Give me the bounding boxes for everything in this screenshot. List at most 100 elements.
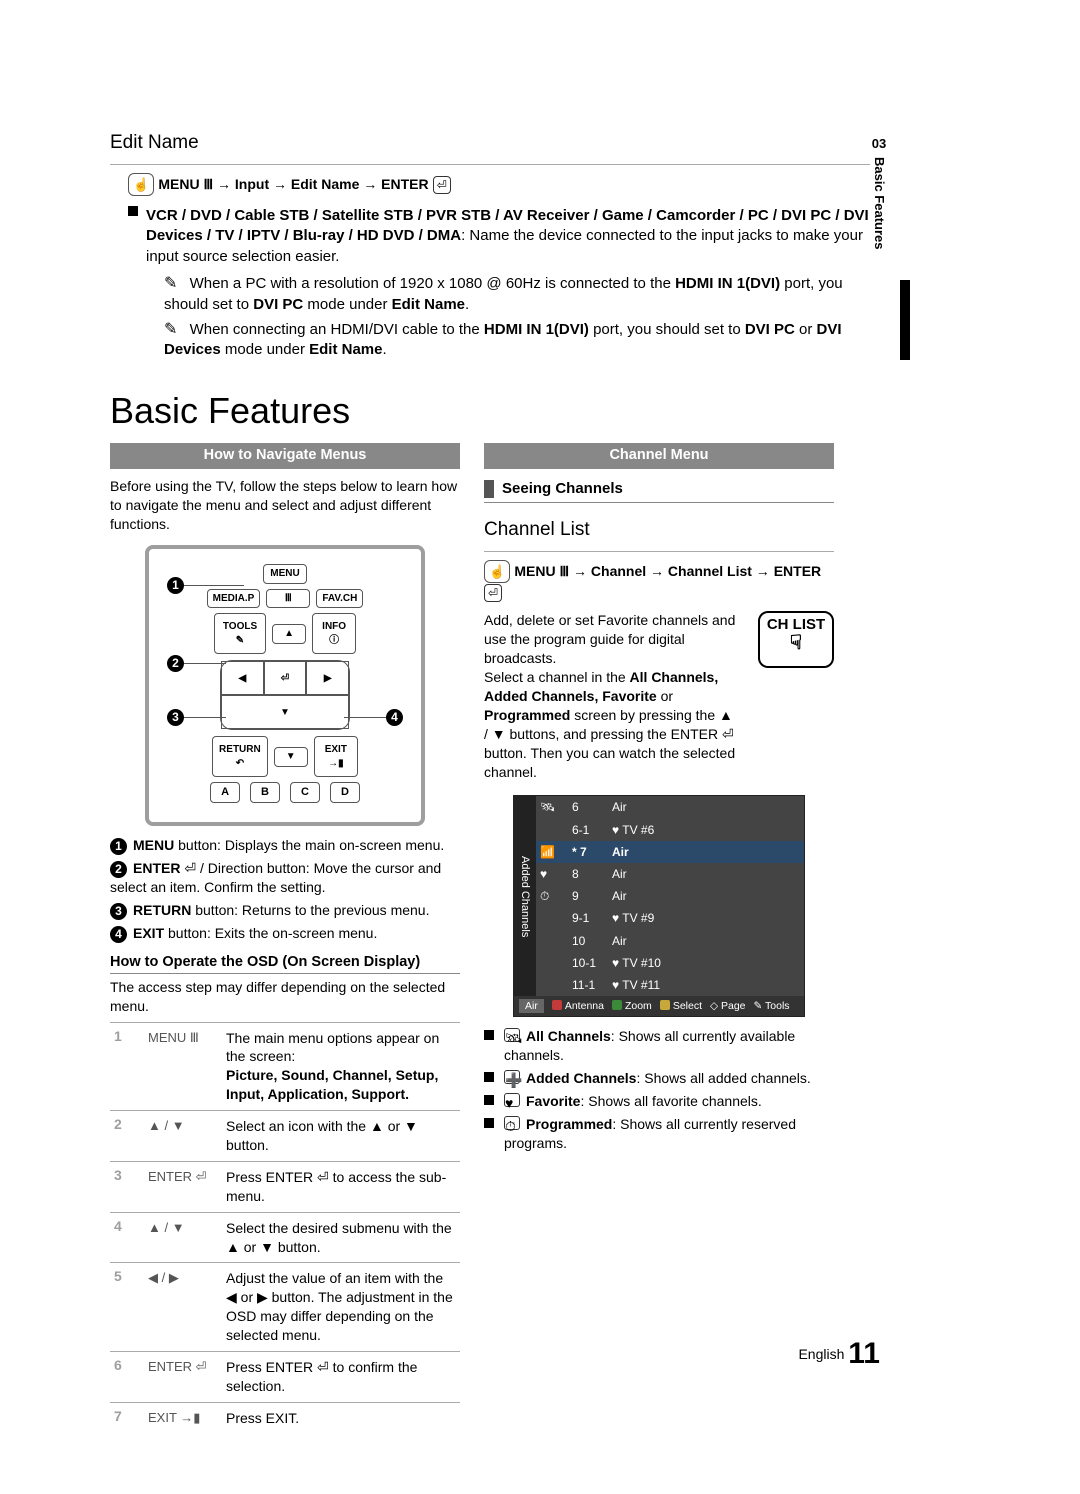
callouts-list: 1MENU button: Displays the main on-scree… <box>110 836 460 943</box>
panel-cell: 🛰 <box>536 796 568 818</box>
callout-3: 3 <box>167 709 184 726</box>
panel-cell: 8 <box>568 863 608 885</box>
chlist-badge: CH LIST ☟ <box>758 611 834 667</box>
step-number: 5 <box>110 1263 144 1352</box>
basic-features-title: Basic Features <box>110 387 870 436</box>
step-row: 3 ENTER ⏎ Press ENTER ⏎ to access the su… <box>110 1161 460 1212</box>
callout-item: 2ENTER ⏎ / Direction button: Move the cu… <box>110 859 460 897</box>
channel-menu-band: Channel Menu <box>484 443 834 469</box>
panel-cell: Air <box>608 841 804 863</box>
remote-btn-info: INFOⓘ <box>312 613 356 654</box>
step-desc: Press ENTER ⏎ to access the sub-menu. <box>222 1161 460 1212</box>
nav-menus-band: How to Navigate Menus <box>110 443 460 469</box>
edit-name-bullet: VCR / DVD / Cable STB / Satellite STB / … <box>128 206 870 360</box>
remote-btn-media: MEDIA.P <box>207 589 261 609</box>
osd-icon: ☝ <box>128 173 154 197</box>
step-number: 1 <box>110 1022 144 1111</box>
edit-name-path-row: ☝ MENU Ⅲ → Input → Edit Name → ENTER ⏎ <box>128 173 870 197</box>
channel-list-title: Channel List <box>484 517 834 543</box>
callout-item: 1MENU button: Displays the main on-scree… <box>110 836 460 855</box>
panel-cell: ♥ TV #11 <box>608 974 804 996</box>
ch-intro-1: Add, delete or set Favorite channels and… <box>484 611 739 668</box>
num-circle: 4 <box>110 926 127 943</box>
side-tab: 03 Basic Features <box>868 135 890 254</box>
callout-item: 3RETURN button: Returns to the previous … <box>110 901 460 920</box>
remote-color-buttons: A B C D <box>161 782 409 803</box>
edit-name-title: Edit Name <box>110 130 870 156</box>
swatch-c <box>660 1000 670 1010</box>
list-icon: ➕ <box>504 1070 520 1084</box>
step-row: 5 ◀ / ▶ Adjust the value of an item with… <box>110 1263 460 1352</box>
panel-cell: 9 <box>568 885 608 907</box>
panel-side-label: Added Channels <box>514 796 536 996</box>
step-desc: Select the desired submenu with the ▲ or… <box>222 1212 460 1263</box>
step-desc: Press EXIT. <box>222 1402 460 1433</box>
step-desc: The main menu options appear on the scre… <box>222 1022 460 1111</box>
square-bullet-icon <box>484 1095 494 1105</box>
step-key: MENU Ⅲ <box>144 1022 222 1111</box>
step-row: 7 EXIT →▮ Press EXIT. <box>110 1402 460 1433</box>
swatch-b <box>612 1000 622 1010</box>
swatch-a <box>552 1000 562 1010</box>
remote-btn-menu: Ⅲ <box>266 589 310 609</box>
panel-cell: ♥ TV #10 <box>608 952 804 974</box>
step-row: 1 MENU Ⅲ The main menu options appear on… <box>110 1022 460 1111</box>
panel-cell: * 7 <box>568 841 608 863</box>
step-number: 7 <box>110 1402 144 1433</box>
divider <box>110 164 870 165</box>
panel-cell: 6-1 <box>568 819 608 841</box>
channel-panel-footer: Air Antenna Zoom Select ◇ Page ✎ Tools <box>514 996 804 1016</box>
divider <box>484 551 834 552</box>
nav-intro: Before using the TV, follow the steps be… <box>110 477 460 534</box>
left-column: How to Navigate Menus Before using the T… <box>110 443 460 1433</box>
step-key: ENTER ⏎ <box>144 1352 222 1403</box>
channel-bullet-item: ♥Favorite: Shows all favorite channels. <box>484 1092 834 1111</box>
step-key: ▲ / ▼ <box>144 1212 222 1263</box>
callout-item: 4EXIT button: Exits the on-screen menu. <box>110 924 460 943</box>
osd-heading: How to Operate the OSD (On Screen Displa… <box>110 953 460 974</box>
footer-lang: English <box>798 1346 844 1362</box>
step-desc: Select an icon with the ▲ or ▼ button. <box>222 1111 460 1162</box>
step-table: 1 MENU Ⅲ The main menu options appear on… <box>110 1022 460 1434</box>
remote-btn-return: RETURN↶ <box>212 736 268 777</box>
step-row: 6 ENTER ⏎ Press ENTER ⏎ to confirm the s… <box>110 1352 460 1403</box>
right-column: Channel Menu Seeing Channels Channel Lis… <box>484 443 834 1433</box>
list-icon: ♥ <box>504 1093 520 1107</box>
page-content: Edit Name ☝ MENU Ⅲ → Input → Edit Name →… <box>110 130 870 1434</box>
footer-tools: ✎ Tools <box>754 999 790 1013</box>
panel-cell <box>536 974 568 996</box>
chapter-number: 03 <box>868 135 890 153</box>
panel-cell: 10 <box>568 930 608 952</box>
step-number: 6 <box>110 1352 144 1403</box>
channel-intro-block: Add, delete or set Favorite channels and… <box>484 611 834 781</box>
remote-label-menu: MENU <box>263 564 307 584</box>
panel-cell: ♥ TV #6 <box>608 819 804 841</box>
panel-cell: Air <box>608 885 804 907</box>
hand-icon: ☟ <box>762 638 830 648</box>
chapter-label: Basic Features <box>870 157 888 250</box>
panel-cell <box>536 952 568 974</box>
edit-name-path: MENU Ⅲ → Input → Edit Name → ENTER <box>158 176 428 192</box>
square-bullet-icon <box>128 206 138 216</box>
remote-diagram: MENU MEDIA.P Ⅲ FAV.CH TOOLS✎ ▲ INFOⓘ ◀⏎▶… <box>145 545 425 826</box>
channel-panel: Added Channels🛰6Air6-1♥ TV #6📶* 7Air♥8Ai… <box>513 795 805 1017</box>
callout-2: 2 <box>167 655 184 672</box>
channel-bullet-item: 🛰All Channels: Shows all currently avail… <box>484 1027 834 1065</box>
panel-cell: ♥ TV #9 <box>608 907 804 929</box>
remote-dpad: ◀⏎▶ ▼ <box>220 660 350 730</box>
panel-cell: 11-1 <box>568 974 608 996</box>
panel-cell: ♥ <box>536 863 568 885</box>
ch-intro-2: Select a channel in the All Channels, Ad… <box>484 668 739 781</box>
footer-air: Air <box>519 999 544 1013</box>
step-key: ◀ / ▶ <box>144 1263 222 1352</box>
step-row: 2 ▲ / ▼ Select an icon with the ▲ or ▼ b… <box>110 1111 460 1162</box>
step-row: 4 ▲ / ▼ Select the desired submenu with … <box>110 1212 460 1263</box>
channel-bullet-item: ⏱Programmed: Shows all currently reserve… <box>484 1115 834 1153</box>
callout-4: 4 <box>386 709 403 726</box>
list-icon: ⏱ <box>504 1116 520 1130</box>
osd-note: The access step may differ depending on … <box>110 978 460 1016</box>
channel-bullets: 🛰All Channels: Shows all currently avail… <box>484 1027 834 1152</box>
channel-list-path-row: ☝ MENU Ⅲ → Channel → Channel List → ENTE… <box>484 560 834 604</box>
two-columns: How to Navigate Menus Before using the T… <box>110 443 870 1433</box>
panel-cell: 9-1 <box>568 907 608 929</box>
